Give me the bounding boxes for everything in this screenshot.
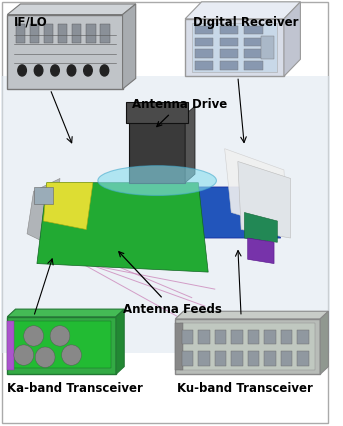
FancyBboxPatch shape <box>129 115 185 183</box>
FancyBboxPatch shape <box>264 351 276 366</box>
Ellipse shape <box>35 347 55 368</box>
Polygon shape <box>7 321 14 370</box>
FancyBboxPatch shape <box>195 50 213 59</box>
FancyBboxPatch shape <box>248 330 259 345</box>
FancyBboxPatch shape <box>7 16 122 90</box>
FancyBboxPatch shape <box>34 187 54 204</box>
Ellipse shape <box>14 345 34 366</box>
FancyBboxPatch shape <box>231 330 243 345</box>
FancyBboxPatch shape <box>182 330 193 345</box>
FancyBboxPatch shape <box>58 25 67 44</box>
FancyBboxPatch shape <box>192 24 277 73</box>
FancyBboxPatch shape <box>44 25 53 44</box>
Polygon shape <box>40 187 281 239</box>
FancyBboxPatch shape <box>220 38 238 47</box>
FancyBboxPatch shape <box>297 351 309 366</box>
Polygon shape <box>238 162 291 239</box>
FancyBboxPatch shape <box>245 62 262 71</box>
FancyBboxPatch shape <box>100 25 110 44</box>
Text: Ku-band Transceiver: Ku-band Transceiver <box>177 381 313 394</box>
FancyBboxPatch shape <box>245 26 262 35</box>
Circle shape <box>84 66 92 77</box>
Circle shape <box>51 66 59 77</box>
FancyBboxPatch shape <box>220 26 238 35</box>
Text: Digital Receiver: Digital Receiver <box>193 16 299 29</box>
Circle shape <box>100 66 109 77</box>
FancyBboxPatch shape <box>195 26 213 35</box>
FancyBboxPatch shape <box>215 330 226 345</box>
FancyBboxPatch shape <box>15 25 25 44</box>
Polygon shape <box>185 107 195 183</box>
FancyBboxPatch shape <box>220 62 238 71</box>
FancyBboxPatch shape <box>195 62 213 71</box>
Text: IF/LO: IF/LO <box>14 16 48 29</box>
Polygon shape <box>175 311 328 319</box>
Ellipse shape <box>62 345 81 366</box>
FancyBboxPatch shape <box>245 38 262 47</box>
Polygon shape <box>44 183 93 230</box>
FancyBboxPatch shape <box>195 38 213 47</box>
FancyBboxPatch shape <box>248 351 259 366</box>
FancyBboxPatch shape <box>198 351 210 366</box>
Polygon shape <box>7 309 124 317</box>
FancyBboxPatch shape <box>126 103 188 124</box>
Polygon shape <box>320 311 328 374</box>
FancyBboxPatch shape <box>182 351 193 366</box>
Ellipse shape <box>98 166 216 196</box>
FancyBboxPatch shape <box>175 323 184 370</box>
Ellipse shape <box>50 326 70 346</box>
FancyBboxPatch shape <box>7 317 116 374</box>
Circle shape <box>67 66 76 77</box>
Circle shape <box>18 66 26 77</box>
Text: Ka-band Transceiver: Ka-band Transceiver <box>7 381 143 394</box>
FancyBboxPatch shape <box>175 319 320 374</box>
FancyBboxPatch shape <box>1 77 330 353</box>
Polygon shape <box>248 239 274 264</box>
FancyBboxPatch shape <box>281 351 292 366</box>
Circle shape <box>34 66 43 77</box>
FancyBboxPatch shape <box>281 330 292 345</box>
FancyBboxPatch shape <box>72 25 81 44</box>
FancyBboxPatch shape <box>86 25 96 44</box>
Polygon shape <box>225 149 287 230</box>
Polygon shape <box>245 213 277 243</box>
Ellipse shape <box>24 326 44 346</box>
FancyBboxPatch shape <box>245 50 262 59</box>
FancyBboxPatch shape <box>30 25 39 44</box>
FancyBboxPatch shape <box>264 330 276 345</box>
Polygon shape <box>27 179 60 247</box>
Polygon shape <box>7 5 136 16</box>
Polygon shape <box>37 183 208 273</box>
FancyBboxPatch shape <box>261 37 274 60</box>
FancyBboxPatch shape <box>231 351 243 366</box>
Text: Antenna Drive: Antenna Drive <box>132 98 228 127</box>
FancyBboxPatch shape <box>2 3 328 423</box>
FancyBboxPatch shape <box>220 50 238 59</box>
FancyBboxPatch shape <box>180 323 315 370</box>
FancyBboxPatch shape <box>185 20 284 77</box>
FancyBboxPatch shape <box>198 330 210 345</box>
Text: Antenna Feeds: Antenna Feeds <box>119 252 222 315</box>
Polygon shape <box>122 5 136 90</box>
Polygon shape <box>116 309 124 374</box>
Polygon shape <box>185 3 300 20</box>
Polygon shape <box>284 3 300 77</box>
FancyBboxPatch shape <box>297 330 309 345</box>
FancyBboxPatch shape <box>215 351 226 366</box>
FancyBboxPatch shape <box>12 321 111 368</box>
